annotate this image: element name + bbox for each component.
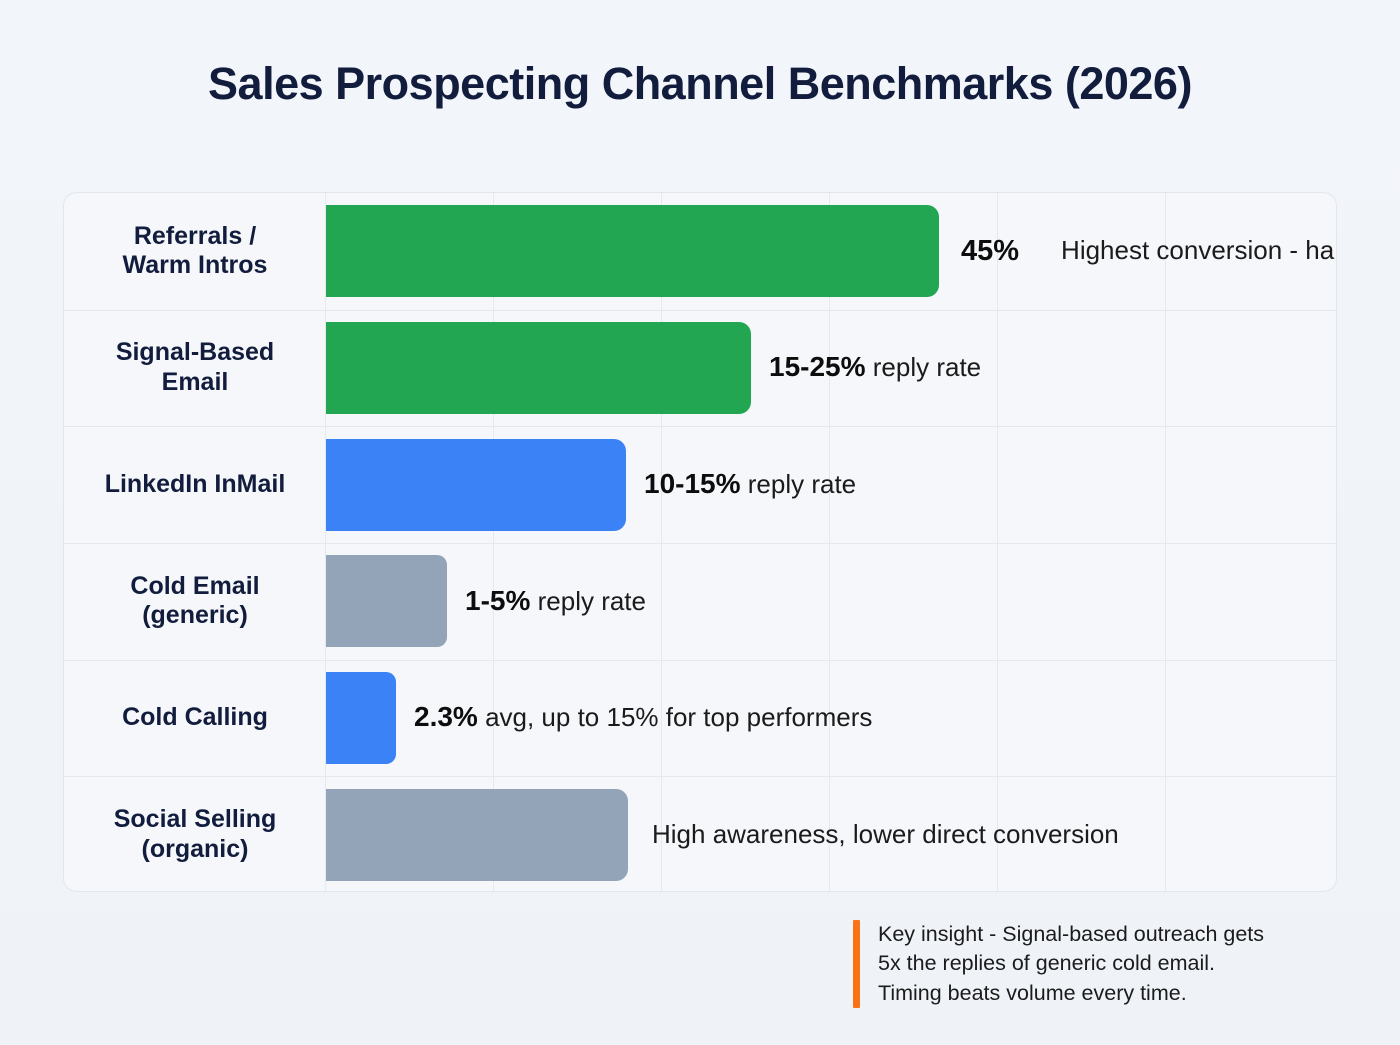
bar-note-referrals: Highest conversion - hard to scale bbox=[1061, 234, 1336, 268]
gridline-horizontal bbox=[64, 776, 1336, 778]
bar-cold-email bbox=[326, 555, 447, 648]
bar-label-referrals: Referrals / Warm Intros bbox=[64, 222, 326, 281]
table-row: Cold Email (generic) 1-5% reply rate bbox=[64, 543, 1336, 660]
bar-zone: 45% Highest conversion - hard to scale bbox=[326, 193, 1336, 310]
bar-value-social-selling: High awareness, lower direct conversion bbox=[652, 817, 1119, 851]
bar-label-line1: Signal-Based bbox=[115, 338, 275, 367]
gridline-vertical bbox=[661, 193, 662, 891]
bar-label-linkedin-inmail: LinkedIn InMail bbox=[64, 470, 326, 500]
bar-label-cold-email: Cold Email (generic) bbox=[64, 572, 326, 631]
bar-label-line2: (organic) bbox=[141, 834, 249, 863]
bar-value-cold-calling: 2.3% avg, up to 15% for top performers bbox=[414, 699, 872, 736]
key-insight-line3: Timing beats volume every time. bbox=[878, 980, 1187, 1005]
bar-referrals bbox=[326, 205, 939, 298]
bar-value-referrals: 45% bbox=[961, 234, 1020, 267]
bar-zone: 15-25% reply rate bbox=[326, 310, 1336, 427]
bar-signal-based-email bbox=[326, 321, 751, 414]
bar-label-social-selling: Social Selling (organic) bbox=[64, 805, 326, 864]
bar-note-line1: Highest conversion bbox=[1061, 235, 1283, 266]
table-row: LinkedIn InMail 10-15% reply rate bbox=[64, 426, 1336, 543]
bar-value-linkedin-inmail: 10-15% reply rate bbox=[644, 466, 856, 503]
chart-card: Referrals / Warm Intros 45% Highest conv… bbox=[63, 192, 1337, 892]
bar-value-cold-email: 1-5% reply rate bbox=[465, 583, 646, 620]
accent-bar bbox=[853, 920, 860, 1009]
bar-social-selling bbox=[326, 788, 628, 881]
bar-note-line1: High awareness, lower direct conversion bbox=[652, 819, 1119, 850]
bar-zone: 10-15% reply rate bbox=[326, 426, 1336, 543]
bar-label-line1: LinkedIn InMail bbox=[104, 469, 286, 498]
bar-label-line1: Social Selling bbox=[113, 805, 277, 834]
bar-zone: High awareness, lower direct conversion bbox=[326, 776, 1336, 891]
page-title: Sales Prospecting Channel Benchmarks (20… bbox=[208, 58, 1192, 109]
gridline-horizontal bbox=[64, 309, 1336, 311]
bar-label-signal-based-email: Signal-Based Email bbox=[64, 338, 326, 397]
gridline-vertical bbox=[493, 193, 494, 891]
bar-label-line2: Warm Intros bbox=[122, 251, 268, 280]
bar-label-cold-calling: Cold Calling bbox=[64, 703, 326, 733]
gridline-horizontal bbox=[64, 543, 1336, 544]
bar-value-number: 10-15% bbox=[644, 468, 741, 500]
bar-value-number: 2.3% bbox=[414, 701, 478, 733]
bar-note-line1: reply rate bbox=[872, 352, 982, 383]
bar-note-line1: reply rate bbox=[537, 585, 646, 616]
gridline-vertical bbox=[325, 193, 326, 891]
bar-value-signal-based-email: 15-25% reply rate bbox=[769, 349, 981, 386]
bar-value-number: 15-25% bbox=[769, 351, 866, 383]
bar-label-line1: Cold Calling bbox=[122, 703, 268, 732]
key-insight-callout: Key insight - Signal-based outreach gets… bbox=[853, 920, 1264, 1009]
gridline-horizontal bbox=[64, 426, 1336, 428]
bar-note-line1: avg, up to 15% for top performers bbox=[485, 702, 873, 733]
bar-label-line1: Cold Email bbox=[130, 571, 260, 600]
table-row: Signal-Based Email 15-25% reply rate bbox=[64, 310, 1336, 427]
bar-cold-calling bbox=[326, 671, 396, 764]
bar-note-line1: reply rate bbox=[747, 469, 857, 500]
key-insight-text: Key insight - Signal-based outreach gets… bbox=[878, 920, 1264, 1008]
bar-zone: 1-5% reply rate bbox=[326, 543, 1336, 660]
gridline-horizontal bbox=[64, 659, 1336, 661]
bar-label-line1: Referrals / bbox=[133, 221, 257, 250]
table-row: Cold Calling 2.3% avg, up to 15% for top… bbox=[64, 660, 1336, 777]
bar-linkedin-inmail bbox=[326, 438, 626, 531]
key-insight-line2: 5x the replies of generic cold email. bbox=[878, 951, 1216, 976]
bar-label-line2: Email bbox=[161, 367, 229, 396]
bar-label-line2: (generic) bbox=[142, 601, 248, 630]
key-insight-line1: Key insight - Signal-based outreach gets bbox=[878, 922, 1265, 946]
gridline-vertical bbox=[1165, 193, 1166, 891]
gridline-vertical bbox=[997, 193, 998, 891]
gridline-vertical bbox=[829, 193, 830, 891]
table-row: Social Selling (organic) High awareness,… bbox=[64, 776, 1336, 891]
bar-value-number: 1-5% bbox=[465, 584, 531, 616]
table-row: Referrals / Warm Intros 45% Highest conv… bbox=[64, 193, 1336, 310]
bar-note-line2: - hard to scale bbox=[1289, 235, 1336, 266]
bar-zone: 2.3% avg, up to 15% for top performers bbox=[326, 660, 1336, 777]
